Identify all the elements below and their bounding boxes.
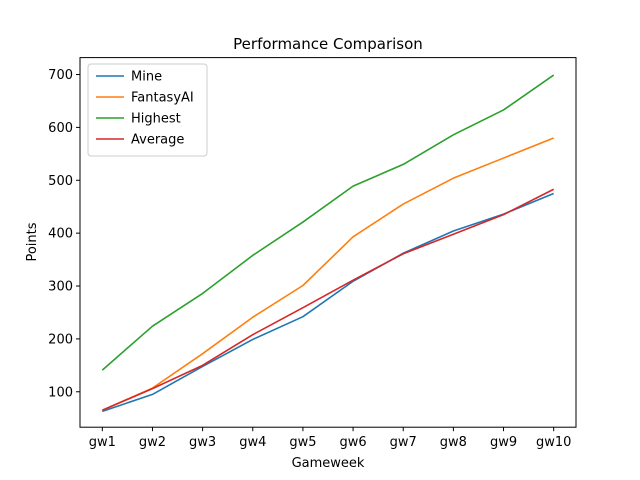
legend-label-fantasyai: FantasyAI [131, 91, 194, 106]
x-tick-label-gw7: gw7 [390, 435, 417, 450]
y-tick-label-600: 600 [48, 121, 73, 136]
legend-box [87, 63, 208, 157]
series-layer [101, 74, 555, 413]
x-tick-label-gw6: gw6 [339, 435, 366, 450]
y-tick-label-300: 300 [48, 280, 73, 295]
plot-frame [79, 57, 577, 428]
series-line-highest [101, 74, 555, 371]
y-axis-label: Points [25, 222, 40, 261]
series-line-average [102, 188, 555, 412]
y-tick-label-500: 500 [48, 174, 73, 189]
x-tick-label-gw2: gw2 [139, 435, 166, 450]
x-tick-label-gw9: gw9 [490, 435, 517, 450]
x-tick-label-gw8: gw8 [440, 435, 467, 450]
legend-label-average: Average [131, 133, 184, 148]
legend-label-highest: Highest [131, 112, 181, 127]
x-tick-label-gw5: gw5 [289, 435, 316, 450]
y-tick-label-400: 400 [48, 227, 73, 242]
series-line-mine [102, 192, 554, 413]
x-tick-label-gw4: gw4 [239, 435, 266, 450]
x-tick-label-gw3: gw3 [189, 435, 216, 450]
legend: Mine FantasyAI Highest Average [87, 63, 208, 157]
ticks-layer: gw1 gw2 gw3 gw4 gw5 gw6 gw7 gw8 gw9 gw10 100 200 300… [48, 68, 571, 450]
x-tick-label-gw1: gw1 [89, 435, 116, 450]
chart-title: Performance Comparison [233, 35, 423, 53]
y-tick-label-200: 200 [48, 332, 73, 347]
y-tick-label-700: 700 [48, 68, 73, 83]
series-line-fantasyai [101, 137, 554, 412]
x-axis-label: Gameweek [292, 456, 365, 471]
legend-label-mine: Mine [131, 70, 162, 85]
y-tick-label-100: 100 [48, 385, 73, 400]
x-tick-label-gw10: gw10 [536, 435, 571, 450]
